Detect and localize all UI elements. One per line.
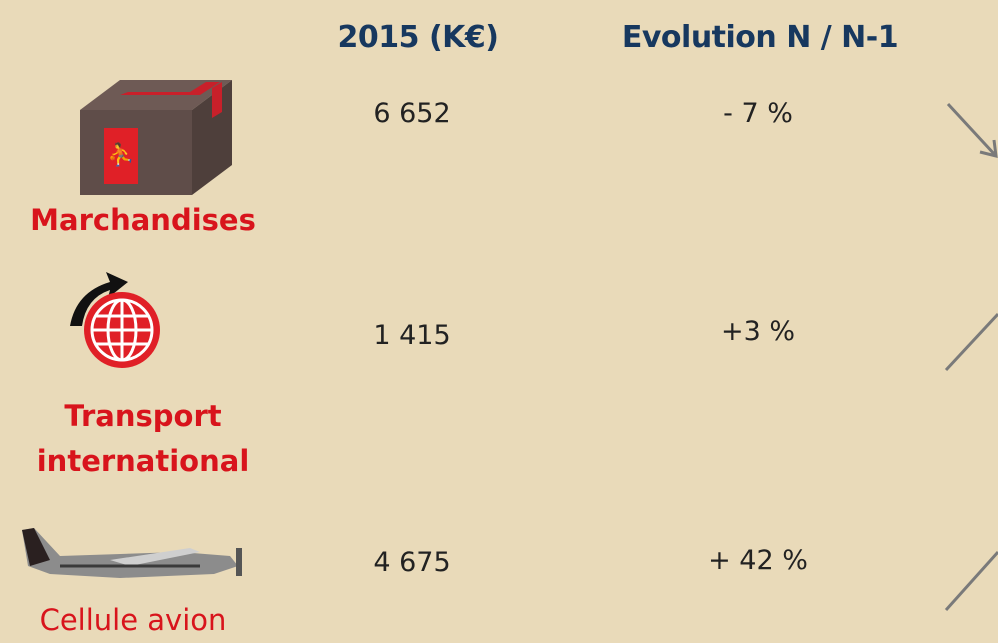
row-label: Transport international: [37, 394, 250, 484]
label-line: Marchandises: [30, 203, 256, 237]
evolution: - 7 %: [723, 98, 793, 129]
value: 4 675: [373, 547, 451, 578]
plane-icon: [22, 528, 242, 578]
row-label: Marchandises: [30, 198, 256, 243]
box-icon: ⛹: [80, 80, 232, 195]
svg-text:⛹: ⛹: [107, 141, 134, 168]
label-line: Cellule avion: [39, 603, 227, 637]
row-label: Cellule avion: [40, 598, 227, 643]
value: 1 415: [373, 320, 451, 351]
evolution: + 42 %: [708, 545, 808, 576]
evolution: +3 %: [720, 316, 796, 347]
label-line: Transport: [64, 399, 222, 433]
label-line: international: [36, 444, 250, 478]
trend-arrows: [944, 102, 998, 612]
column-header: Evolution N / N-1: [621, 20, 899, 55]
column-header: 2015 (K€): [337, 20, 499, 55]
value: 6 652: [373, 98, 451, 129]
globe-icon: [70, 272, 160, 368]
